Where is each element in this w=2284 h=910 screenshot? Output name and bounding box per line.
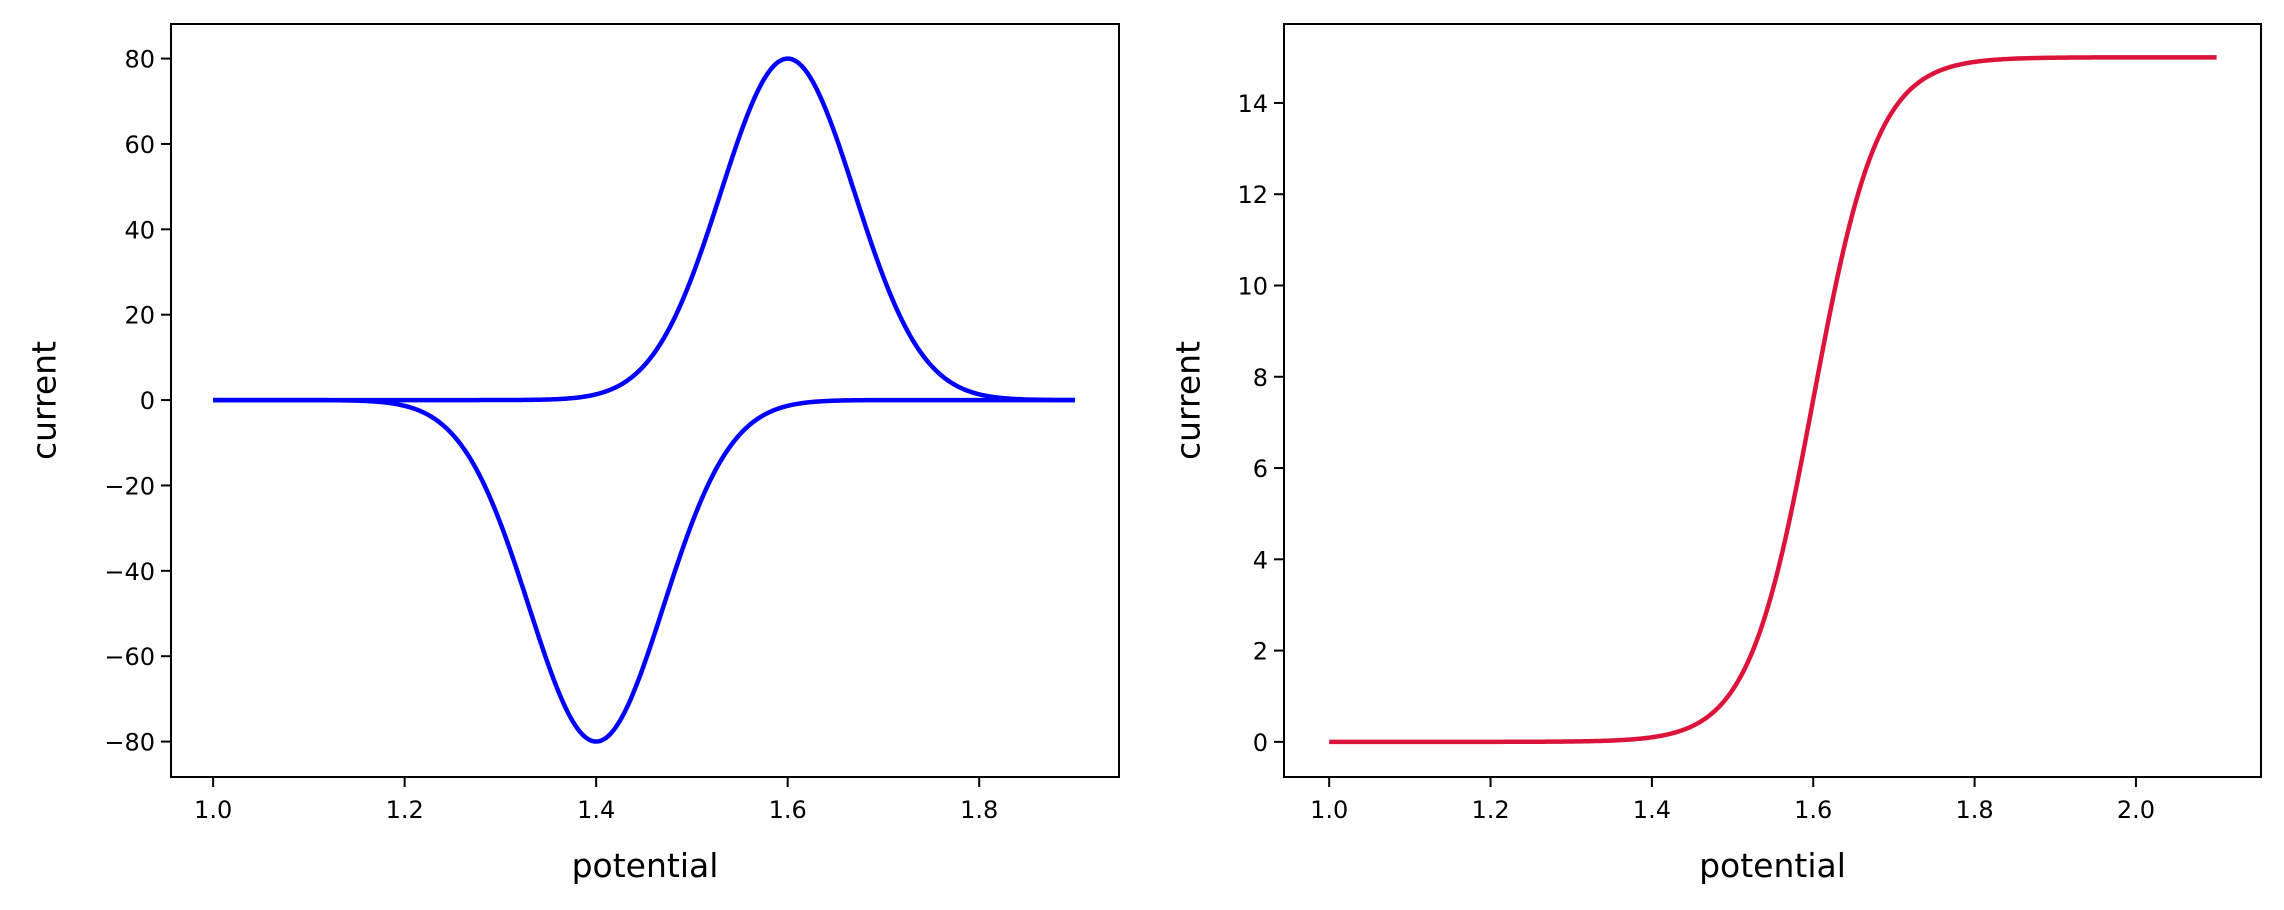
y-tick-label: 2 <box>1253 638 1268 666</box>
axes-frame <box>1283 23 2262 778</box>
y-tick-label: 0 <box>140 387 155 415</box>
y-tick-label: 8 <box>1253 364 1268 392</box>
sigmoidal-current-chart: 1.0 1.2 1.4 1.6 1.8 2.0 14 12 10 8 6 4 2 0 potential… <box>1169 23 2262 885</box>
y-tick-label: 12 <box>1237 181 1268 209</box>
y-tick-label: 60 <box>124 131 155 159</box>
x-tick-label: 1.8 <box>960 796 998 824</box>
data-line <box>213 397 1076 744</box>
y-tick-label: 6 <box>1253 455 1268 483</box>
y-axis-ticks: 80 60 40 20 0 −20 −40 −60 −80 <box>104 46 171 757</box>
x-tick-label: 1.0 <box>1310 796 1348 824</box>
y-axis-ticks: 14 12 10 8 6 4 2 0 <box>1237 90 1284 757</box>
x-tick-label: 1.6 <box>1794 796 1832 824</box>
x-axis-ticks: 1.0 1.2 1.4 1.6 1.8 2.0 <box>1310 777 2155 824</box>
x-tick-label: 1.2 <box>386 796 424 824</box>
y-axis-label: current <box>25 341 64 460</box>
cyclic-voltammogram-chart: 1.0 1.2 1.4 1.6 1.8 80 60 40 20 0 −20 −40 −60 −80 po… <box>25 23 1120 885</box>
x-tick-label: 1.2 <box>1471 796 1509 824</box>
y-tick-label: 4 <box>1253 546 1268 574</box>
x-tick-label: 1.4 <box>1633 796 1671 824</box>
x-tick-label: 2.0 <box>2117 796 2155 824</box>
y-axis-label: current <box>1169 341 1208 460</box>
x-tick-label: 1.4 <box>577 796 615 824</box>
y-tick-label: 0 <box>1253 729 1268 757</box>
y-tick-label: 40 <box>124 216 155 244</box>
y-tick-label: 10 <box>1237 272 1268 300</box>
plot-lines <box>1329 55 2217 745</box>
data-line <box>1329 55 2217 745</box>
x-tick-label: 1.8 <box>1956 796 1994 824</box>
y-tick-label: −80 <box>104 729 155 757</box>
x-axis-label: potential <box>572 846 719 885</box>
y-tick-label: −40 <box>104 558 155 586</box>
y-tick-label: 20 <box>124 302 155 330</box>
x-axis-ticks: 1.0 1.2 1.4 1.6 1.8 <box>194 777 998 824</box>
y-tick-label: −20 <box>104 472 155 500</box>
y-tick-label: −60 <box>104 643 155 671</box>
x-tick-label: 1.0 <box>194 796 232 824</box>
y-tick-label: 14 <box>1237 90 1268 118</box>
plot-lines <box>213 56 1076 744</box>
x-tick-label: 1.6 <box>769 796 807 824</box>
y-tick-label: 80 <box>124 46 155 74</box>
x-axis-label: potential <box>1699 846 1846 885</box>
